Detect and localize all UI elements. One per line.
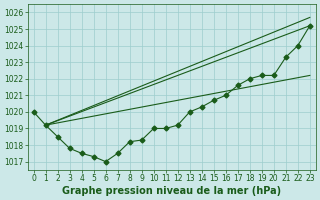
X-axis label: Graphe pression niveau de la mer (hPa): Graphe pression niveau de la mer (hPa) [62,186,281,196]
